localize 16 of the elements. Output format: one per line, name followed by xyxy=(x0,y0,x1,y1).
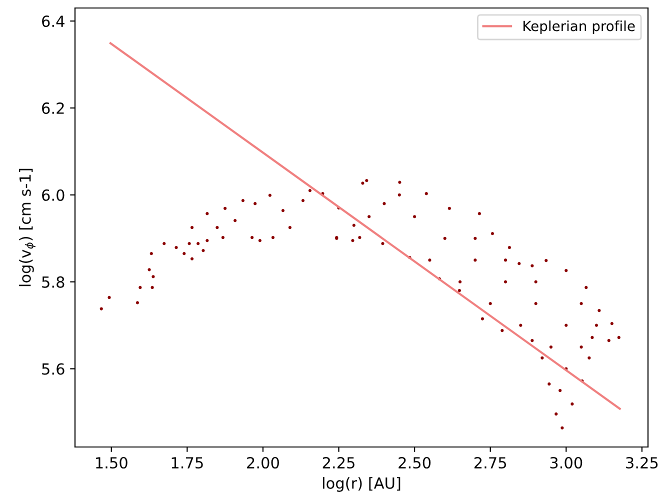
x-tick-label: 1.75 xyxy=(172,457,203,469)
x-tick-label: 2.25 xyxy=(322,456,354,469)
y-axis-title: log(v$_{ϕ}$) [cm s-1] xyxy=(19,168,36,286)
legend-label: Keplerian profile xyxy=(524,20,635,34)
x-tick-label: 3.25 xyxy=(626,456,658,469)
x-tick-label: 2.75 xyxy=(474,456,506,469)
y-tick-label: 6.0 xyxy=(42,189,64,201)
y-tick-label: 6.2 xyxy=(42,102,64,114)
y-tick-label: 6.4 xyxy=(42,16,64,28)
x-tick-label: 1.50 xyxy=(96,456,128,469)
y-tick-label: 5.8 xyxy=(42,276,64,288)
y-tick-label: 5.6 xyxy=(42,363,64,375)
x-tick-label: 2.50 xyxy=(398,456,431,469)
x-tick-label: 3.00 xyxy=(550,456,582,469)
x-tick-label: 2.00 xyxy=(247,456,279,469)
x-axis-title: log(r) [AU] xyxy=(322,477,400,492)
